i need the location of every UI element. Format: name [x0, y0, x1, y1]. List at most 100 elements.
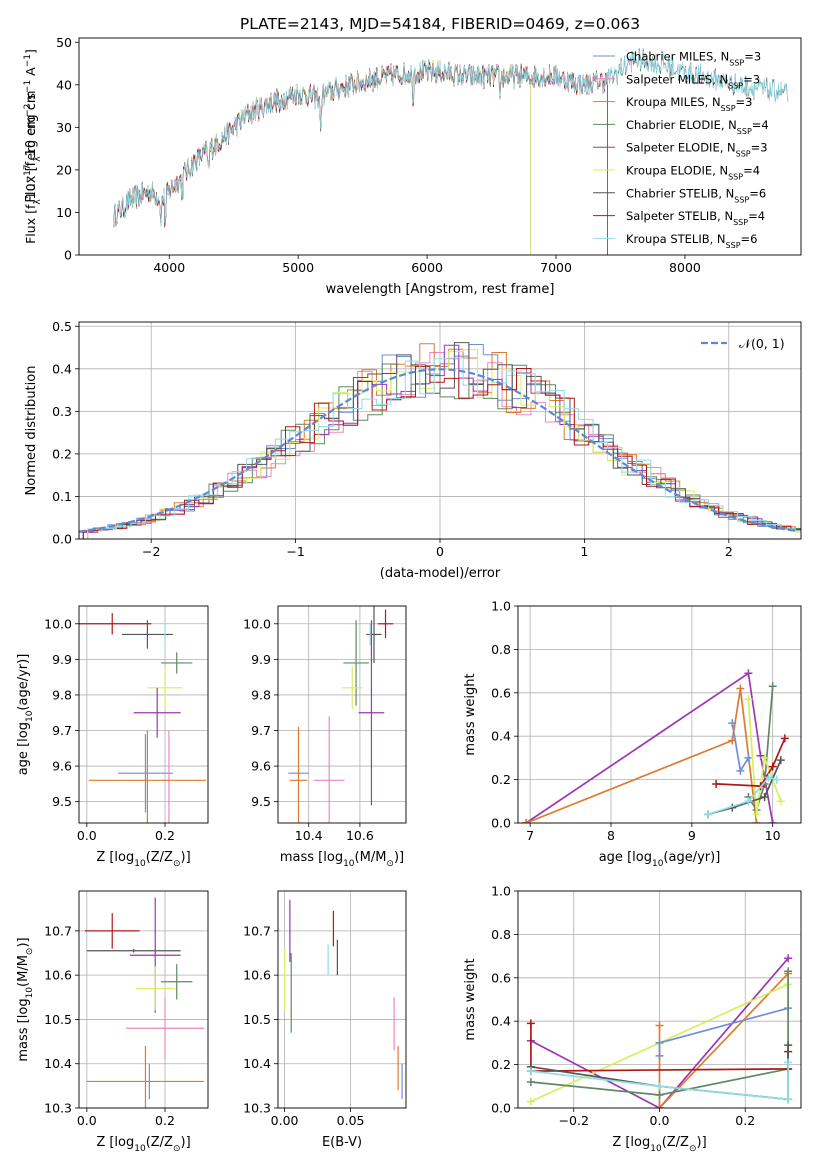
y-tick-label: 0 [64, 248, 72, 263]
figure-title: PLATE=2143, MJD=54184, FIBERID=0469, z=0… [240, 15, 640, 33]
weight-marker-chabrier_elodie [768, 682, 777, 691]
axes-frame [78, 890, 209, 1109]
weight-marker-kroupa_elodie [744, 695, 753, 704]
y-tick-label: 9.7 [251, 723, 271, 738]
y-tick-label: 10.4 [44, 1056, 72, 1071]
weight-marker-kroupa_stelib [744, 797, 753, 806]
y-tick-label: 0.0 [491, 816, 511, 831]
panel-weight_vs_Z: −0.2 0.0 0.2 0.0 0.2 0.4 0.6 0.8 1.0 Z [log10(Z/Z… [463, 884, 802, 1154]
x-tick-label: 0.2 [155, 1113, 175, 1128]
normal-curve [79, 368, 799, 533]
y-tick-label: 9.6 [251, 759, 271, 774]
y-tick-label: 0.4 [491, 1014, 511, 1029]
y-tick-label: 9.8 [52, 687, 72, 702]
weight-marker-chabrier_miles [728, 719, 737, 728]
weight-marker-kroupa_stelib [704, 810, 713, 819]
weight-marker-kroupa_stelib [655, 1082, 664, 1091]
legend-label-chabrier_miles: Chabrier MILES, NSSP=3 [626, 50, 761, 68]
weight-line-kroupa_stelib [707, 776, 777, 816]
spectrum-line-chabrier_miles [113, 59, 608, 255]
weight-marker-salpeter_stelib [780, 734, 789, 743]
x-tick-label: 0.05 [337, 1113, 365, 1128]
y-tick-label: 10.5 [44, 1012, 72, 1027]
panel-age_vs_mass: 10.4 10.6 9.5 9.6 9.7 9.8 9.9 10.0 mass [log10(M… [243, 605, 407, 869]
weight-marker-salpeter_elodie [784, 954, 793, 963]
y-tick-label: 0.0 [491, 1101, 511, 1116]
x-axis-label: wavelength [Angstrom, rest frame] [326, 282, 555, 297]
legend-label-chabrier_elodie: Chabrier ELODIE, NSSP=4 [626, 118, 769, 136]
y-tick-label: 0.2 [52, 446, 72, 461]
y-tick-label: 0.8 [491, 927, 511, 942]
panel-mass_vs_Z: 0.0 0.2 10.3 10.4 10.5 10.6 10.7 Z [log10(Z/Z⊙)… [16, 890, 209, 1154]
y-tick-label: 0.6 [491, 970, 511, 985]
legend-label-kroupa_stelib: Kroupa STELIB, NSSP=6 [626, 232, 757, 250]
plot-area [84, 897, 205, 1108]
y-tick-label: 9.7 [52, 723, 72, 738]
x-tick-label: 7000 [540, 260, 572, 275]
weight-line-salpeter_elodie [530, 957, 789, 1108]
y-axis-label: mass weight [463, 958, 478, 1040]
x-tick-label: 0 [436, 544, 444, 559]
weight-marker-chabrier_elodie [784, 967, 793, 976]
weight-marker-kroupa_miles [522, 819, 531, 823]
y-tick-label: 1.0 [491, 884, 511, 899]
y-tick-label: 9.9 [52, 652, 72, 667]
legend-label-normal: 𝒩(0, 1) [739, 336, 785, 351]
x-axis-label: E(B-V) [322, 1135, 362, 1150]
y-tick-label: 10.0 [243, 616, 271, 631]
weight-marker-kroupa_stelib [764, 773, 773, 782]
x-tick-label: 0.0 [650, 1113, 670, 1128]
histogram-salpeter_stelib [82, 366, 801, 539]
x-tick-label: 2 [725, 544, 733, 559]
plot-area [113, 48, 789, 255]
weight-marker-salpeter_elodie [756, 751, 765, 760]
axes-frame [517, 890, 802, 1109]
histogram-kroupa_miles [87, 343, 801, 539]
y-tick-label: 10 [56, 205, 72, 220]
y-tick-label: 10.0 [44, 616, 72, 631]
x-tick-label: 8 [607, 828, 615, 843]
weight-marker-kroupa_stelib [784, 1095, 793, 1104]
plot-area [526, 954, 793, 1108]
weight-marker-kroupa_miles [736, 684, 745, 693]
weight-line-chabrier_elodie [747, 686, 774, 813]
weight-marker-chabrier_miles [736, 766, 745, 775]
y-tick-label: 0.6 [491, 685, 511, 700]
y-axis-label: mass weight [463, 673, 478, 755]
plot-area [522, 669, 789, 823]
weight-marker-kroupa_elodie [752, 810, 761, 819]
weight-marker-kroupa_stelib [526, 1067, 535, 1076]
weight-marker-chabrier_miles [655, 1038, 664, 1047]
weight-marker-salpeter_stelib [712, 779, 721, 788]
weight-marker-chabrier_stelib [784, 1041, 793, 1050]
y-tick-label: 0.3 [52, 404, 72, 419]
axes-frame [78, 605, 209, 824]
legend-label-chabrier_stelib: Chabrier STELIB, NSSP=6 [626, 186, 766, 204]
y-tick-label: 10.4 [243, 1056, 271, 1071]
legend-label-salpeter_miles: Salpeter MILES, NSSP=3 [626, 72, 760, 90]
legend-label-kroupa_miles: Kroupa MILES, NSSP=3 [626, 95, 752, 113]
y-tick-label: 9.5 [251, 794, 271, 809]
x-tick-label: 5000 [282, 260, 314, 275]
y-axis-label: Normed distribution [24, 366, 39, 496]
weight-marker-salpeter_stelib [768, 762, 777, 771]
y-tick-label: 10.7 [243, 923, 271, 938]
y-tick-label: 20 [56, 162, 72, 177]
x-tick-label: 0.0 [77, 1113, 97, 1128]
weight-marker-kroupa_elodie [526, 1097, 535, 1106]
y-tick-label: 0.4 [52, 361, 72, 376]
x-tick-label: 10 [765, 828, 781, 843]
y-tick-label: 9.6 [52, 759, 72, 774]
x-tick-label: 8000 [669, 260, 701, 275]
x-tick-label: 6000 [411, 260, 443, 275]
y-tick-label: 30 [56, 120, 72, 135]
x-tick-label: −0.2 [559, 1113, 589, 1128]
plot-area [79, 613, 207, 823]
x-axis-label: (data-model)/error [380, 566, 501, 581]
y-tick-label: 0.2 [491, 772, 511, 787]
y-tick-label: 10.6 [243, 968, 271, 983]
axes-frame [277, 890, 407, 1109]
axes-frame [78, 321, 802, 540]
y-tick-label: 9.9 [251, 652, 271, 667]
